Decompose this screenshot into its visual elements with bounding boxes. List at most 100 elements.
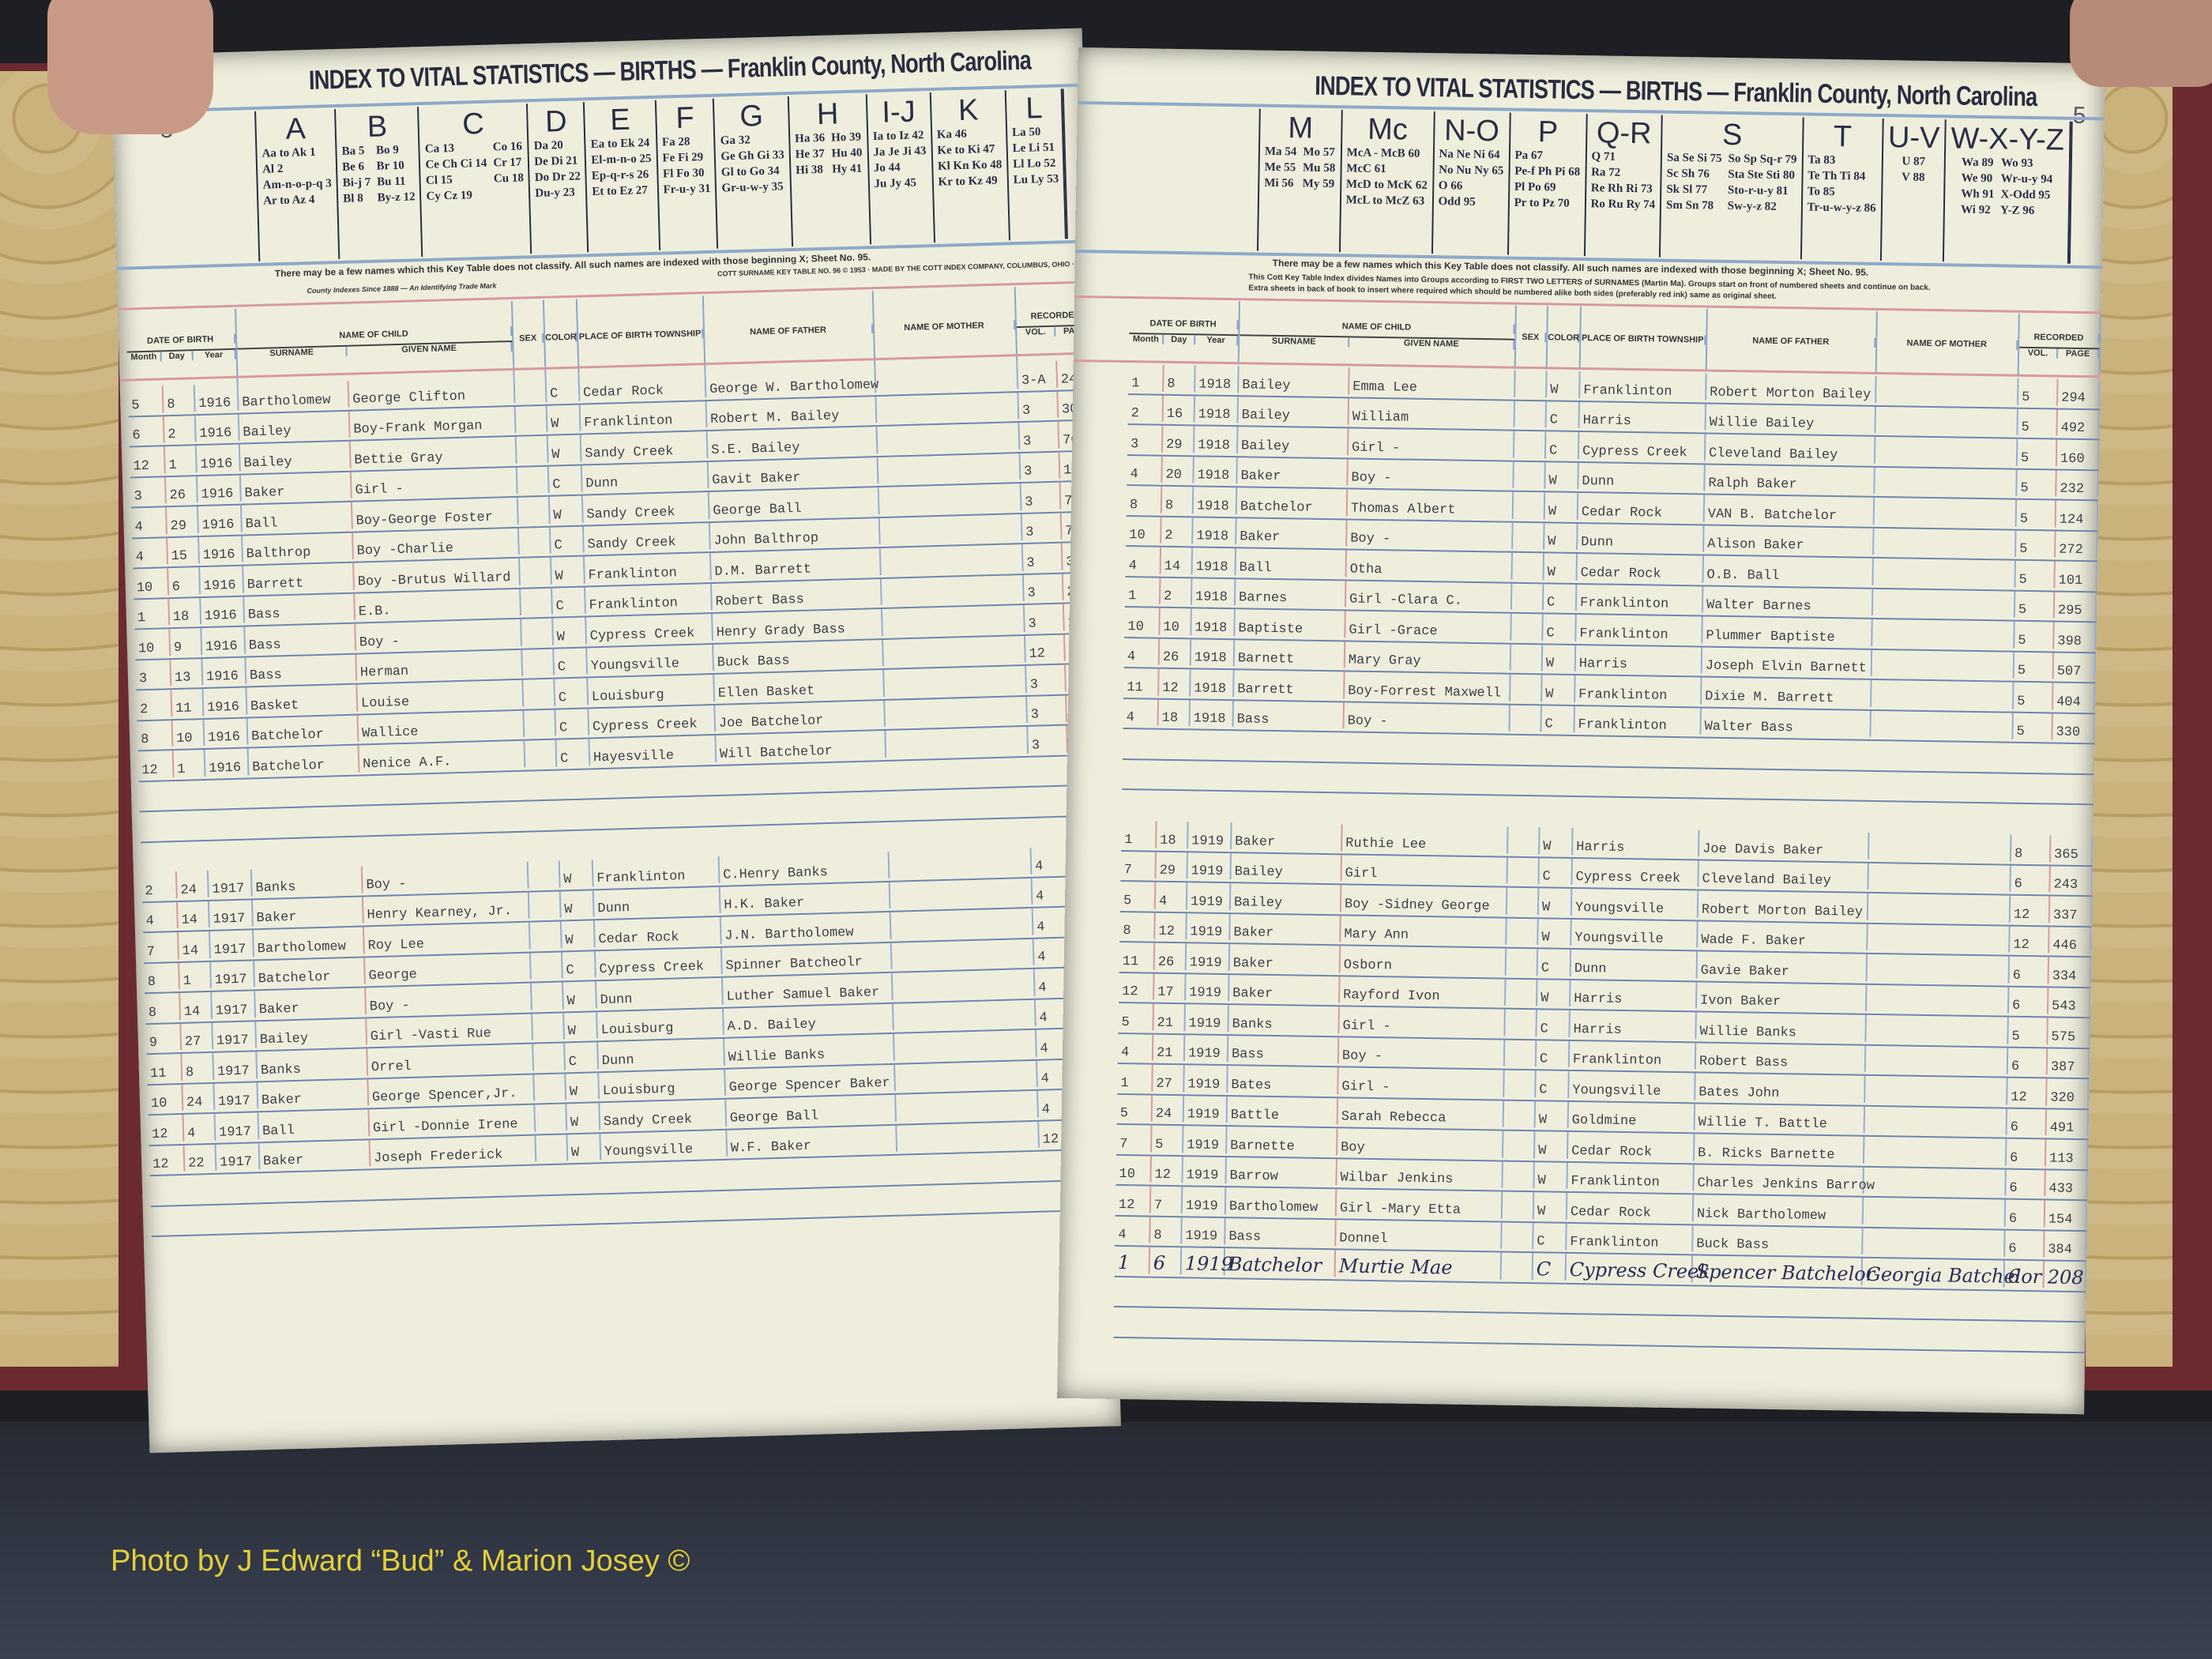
surname-cell: Barnette: [1227, 1127, 1338, 1155]
column-subheaders: SURNAME GIVEN NAME: [237, 340, 513, 359]
key-item: Ho 39: [830, 130, 862, 145]
mother-name-cell: [1867, 954, 2011, 984]
father-name-cell: Gavie Baker: [1697, 951, 1868, 981]
mother-name-cell: [878, 453, 1021, 484]
column-label: NAME OF FATHER: [704, 323, 874, 338]
column-subheader: Day: [1164, 334, 1196, 345]
key-group: S Sa Se Si 75 So Sp Sq-r 79 Sc Sh 76 Sta Ste…: [1661, 115, 1804, 260]
color-cell: C: [1541, 705, 1575, 732]
surname-cell: Banks: [251, 866, 363, 896]
place-of-birth-cell: Dunn: [593, 886, 721, 917]
place-of-birth-cell: Sandy Creek: [583, 522, 711, 553]
sex-cell: [1507, 887, 1540, 915]
color-cell: W: [553, 617, 588, 645]
key-item: He 37: [795, 147, 826, 161]
recorded-page-cell: 232: [2056, 470, 2099, 498]
key-items: Ka 46 Ke to Ki 47 Kl Kn Ko 48 Kr to Kz 49: [937, 126, 1003, 190]
color-cell: W: [547, 404, 581, 432]
key-item: Ba 5: [341, 145, 365, 158]
day-cell: 4: [183, 1113, 216, 1142]
color-cell: W: [1544, 522, 1578, 551]
year-cell: 1918: [1191, 577, 1236, 606]
day-cell: 29: [167, 506, 199, 534]
day-cell: 8: [1161, 486, 1194, 514]
day-cell: 2: [164, 415, 197, 443]
father-name-cell: Will Batchelor: [716, 730, 887, 762]
father-name-cell: Plummer Baptiste: [1702, 616, 1873, 646]
surname-cell: Bass: [244, 593, 356, 623]
given-name-cell: Rayford Ivon: [1340, 976, 1507, 1006]
recorded-page-cell: 124: [2056, 500, 2099, 528]
key-group: T Ta 83 Te Th Ti 84 To 85 Tr-u-w-y-z 86: [1801, 117, 1884, 261]
color-cell: W: [559, 860, 594, 888]
year-cell: 1917: [211, 960, 256, 988]
given-name-cell: Boy -: [1347, 519, 1514, 549]
surname-cell: Baker: [259, 1139, 371, 1170]
place-of-birth-cell: Cypress Creek: [1572, 858, 1699, 887]
place-of-birth-cell: Harris: [1570, 1010, 1697, 1039]
mother-name-cell: [897, 1121, 1040, 1152]
day-cell: 8: [1164, 364, 1196, 392]
key-group: E Ea to Ek 24 El-m-n-o 25 Ep-q-r-s 26 Et to …: [585, 100, 660, 253]
recorded-vol-cell: 3: [1026, 664, 1066, 693]
column-label: PLACE OF BIRTH TOWNSHIP: [578, 328, 704, 342]
father-name-cell: Willie Banks: [724, 1033, 895, 1066]
year-cell: 1917: [213, 1051, 258, 1080]
key-item: Gl to Go 34: [720, 164, 780, 179]
key-items: Fa 28 Fe Fi 29 Fl Fo 30 Fr-u-y 31: [662, 134, 711, 198]
year-cell: 1918: [1194, 456, 1238, 484]
father-name-cell: Willie Banks: [1696, 1012, 1867, 1042]
column-subheader: SURNAME: [237, 346, 348, 359]
key-letter: I-J: [881, 95, 916, 130]
place-of-birth-cell: Franklinton: [1567, 1162, 1695, 1191]
key-item: Gr-u-w-y 35: [721, 180, 784, 195]
color-cell: C: [555, 678, 589, 706]
place-of-birth-cell: Cedar Rock: [1578, 493, 1706, 522]
given-name-cell: Boy -Charlie: [352, 528, 520, 559]
mother-name-cell: [890, 908, 1034, 939]
mother-name-cell: [1875, 436, 2018, 466]
year-cell: 1919: [1182, 1217, 1226, 1245]
given-name-cell: Boy -: [356, 619, 523, 651]
surname-cell: Bailey: [239, 411, 351, 441]
key-item: Q 71: [1591, 150, 1616, 164]
month-cell: 10: [1115, 1155, 1152, 1183]
key-item: Wi 92: [1960, 203, 1991, 217]
given-name-cell: Girl -: [1348, 428, 1515, 458]
sex-cell: [1506, 948, 1539, 976]
recorded-vol-cell: 8: [2011, 834, 2052, 862]
key-items: McA - McB 60 McC 61 McD to McK 62 McL to Mc…: [1346, 145, 1428, 209]
key-items: U 87 V 88: [1902, 153, 1925, 185]
column-header-sex: SEX: [512, 299, 547, 376]
key-item: Fl Fo 30: [662, 167, 705, 181]
year-cell: 1918: [1191, 608, 1236, 636]
place-of-birth-cell: Louisburg: [588, 674, 716, 705]
given-name-cell: George Spencer,Jr.: [368, 1074, 536, 1106]
place-of-birth-cell: Franklinton: [1567, 1223, 1694, 1252]
month-cell: 10: [134, 629, 171, 656]
recorded-vol-cell: 5: [2014, 652, 2055, 679]
place-of-birth-cell: Cypress Creek: [589, 705, 717, 735]
place-of-birth-cell: Dunn: [581, 461, 709, 492]
surname-cell: Bass: [1228, 1035, 1340, 1064]
mother-name-cell: [1872, 619, 2015, 649]
father-name-cell: George Ball: [709, 487, 880, 519]
mother-name-cell: [1866, 1014, 2009, 1044]
recorded-vol-cell: 6: [2009, 956, 2050, 984]
recorded-vol-cell: 5: [2008, 1017, 2048, 1044]
year-cell: 1918: [1191, 638, 1236, 667]
key-item: Ia to Iz 42: [872, 129, 924, 144]
recorded-page-cell: 575: [2048, 1018, 2090, 1045]
key-letter: N-O: [1443, 114, 1500, 149]
day-cell: 10: [1160, 608, 1192, 635]
key-item: Do Dr 22: [534, 170, 581, 185]
key-item: Kl Kn Ko 48: [937, 158, 1003, 173]
sex-cell: [1511, 583, 1544, 611]
surname-cell: Bartholomew: [238, 380, 350, 411]
month-cell: 8: [144, 962, 181, 991]
recorded-page-cell: 154: [2045, 1200, 2088, 1228]
color-cell: W: [1535, 1100, 1570, 1128]
key-items: Ea to Ek 24 El-m-n-o 25 Ep-q-r-s 26 Et to E…: [590, 135, 652, 200]
surname-cell: Baker: [1236, 517, 1348, 547]
sex-cell: [532, 982, 564, 1010]
